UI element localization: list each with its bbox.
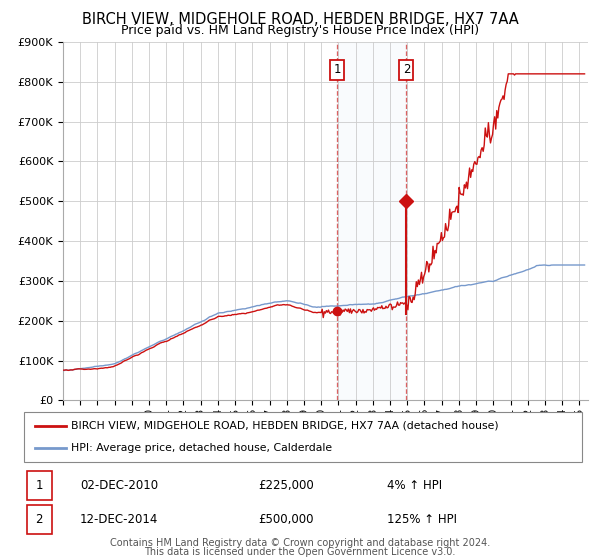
Text: 1: 1 — [35, 479, 43, 492]
Text: 2: 2 — [35, 513, 43, 526]
Text: Contains HM Land Registry data © Crown copyright and database right 2024.: Contains HM Land Registry data © Crown c… — [110, 538, 490, 548]
Text: 4% ↑ HPI: 4% ↑ HPI — [387, 479, 442, 492]
Text: Price paid vs. HM Land Registry's House Price Index (HPI): Price paid vs. HM Land Registry's House … — [121, 24, 479, 37]
Text: 125% ↑ HPI: 125% ↑ HPI — [387, 513, 457, 526]
Text: 12-DEC-2014: 12-DEC-2014 — [80, 513, 158, 526]
FancyBboxPatch shape — [24, 412, 582, 462]
Text: BIRCH VIEW, MIDGEHOLE ROAD, HEBDEN BRIDGE, HX7 7AA (detached house): BIRCH VIEW, MIDGEHOLE ROAD, HEBDEN BRIDG… — [71, 421, 499, 431]
Text: This data is licensed under the Open Government Licence v3.0.: This data is licensed under the Open Gov… — [145, 547, 455, 557]
Text: 1: 1 — [333, 63, 341, 76]
Text: 02-DEC-2010: 02-DEC-2010 — [80, 479, 158, 492]
Text: 2: 2 — [403, 63, 410, 76]
FancyBboxPatch shape — [27, 505, 52, 534]
Text: £500,000: £500,000 — [259, 513, 314, 526]
Text: HPI: Average price, detached house, Calderdale: HPI: Average price, detached house, Cald… — [71, 443, 332, 453]
Text: £225,000: £225,000 — [259, 479, 314, 492]
Text: BIRCH VIEW, MIDGEHOLE ROAD, HEBDEN BRIDGE, HX7 7AA: BIRCH VIEW, MIDGEHOLE ROAD, HEBDEN BRIDG… — [82, 12, 518, 27]
FancyBboxPatch shape — [27, 472, 52, 501]
Bar — [337, 42, 406, 400]
